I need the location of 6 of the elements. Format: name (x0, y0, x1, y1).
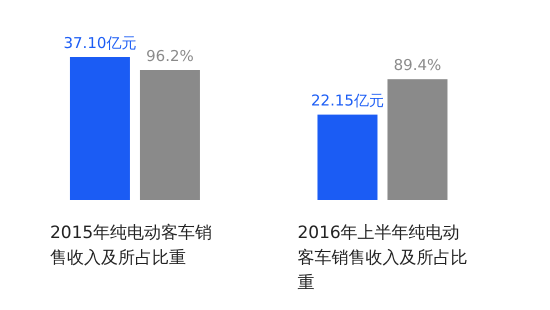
x-tick-label: 2016年上半年纯电动客车销售收入及所占比重 (297, 223, 468, 293)
data-label: 22.15亿元 (311, 92, 384, 110)
data-label: 89.4% (394, 56, 442, 74)
data-label: 37.10亿元 (63, 34, 136, 52)
x-tick-label: 2015年纯电动客车销售收入及所占比重 (50, 223, 212, 268)
data-label: 96.2% (146, 47, 194, 65)
